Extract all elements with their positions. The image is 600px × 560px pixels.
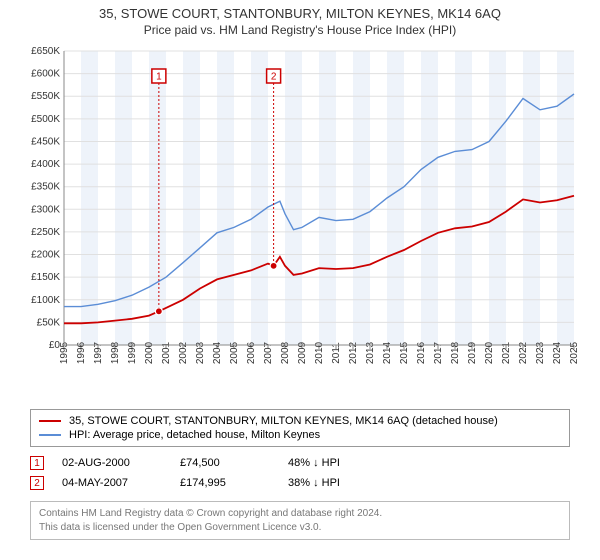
svg-text:£600K: £600K: [31, 69, 60, 80]
sale-badge-1: 1: [30, 456, 44, 470]
legend-swatch-property: [39, 420, 61, 422]
sales-block: 1 02-AUG-2000 £74,500 48% ↓ HPI 2 04-MAY…: [30, 453, 570, 493]
legend-row-property: 35, STOWE COURT, STANTONBURY, MILTON KEY…: [39, 414, 561, 428]
sale-price-2: £174,995: [180, 477, 270, 489]
legend: 35, STOWE COURT, STANTONBURY, MILTON KEY…: [30, 409, 570, 447]
svg-text:£400K: £400K: [31, 159, 60, 170]
chart-area: £0£50K£100K£150K£200K£250K£300K£350K£400…: [20, 43, 580, 403]
svg-text:£200K: £200K: [31, 250, 60, 261]
sale-pct-2: 38% ↓ HPI: [288, 477, 408, 489]
svg-text:£550K: £550K: [31, 91, 60, 102]
svg-text:£450K: £450K: [31, 136, 60, 147]
sale-price-1: £74,500: [180, 457, 270, 469]
svg-text:£500K: £500K: [31, 114, 60, 125]
chart-svg: £0£50K£100K£150K£200K£250K£300K£350K£400…: [20, 43, 580, 403]
sale-row-1: 1 02-AUG-2000 £74,500 48% ↓ HPI: [30, 453, 570, 473]
svg-text:1: 1: [156, 72, 162, 83]
sale-badge-2: 2: [30, 476, 44, 490]
svg-text:£150K: £150K: [31, 272, 60, 283]
svg-text:£100K: £100K: [31, 295, 60, 306]
footer-line1: Contains HM Land Registry data © Crown c…: [39, 507, 561, 521]
legend-label-property: 35, STOWE COURT, STANTONBURY, MILTON KEY…: [69, 415, 498, 427]
svg-text:£300K: £300K: [31, 204, 60, 215]
title-block: 35, STOWE COURT, STANTONBURY, MILTON KEY…: [0, 0, 600, 39]
sale-pct-1: 48% ↓ HPI: [288, 457, 408, 469]
svg-text:£50K: £50K: [37, 317, 61, 328]
footer-line2: This data is licensed under the Open Gov…: [39, 521, 561, 535]
sale-row-2: 2 04-MAY-2007 £174,995 38% ↓ HPI: [30, 473, 570, 493]
sale-date-2: 04-MAY-2007: [62, 477, 162, 489]
title-main: 35, STOWE COURT, STANTONBURY, MILTON KEY…: [0, 6, 600, 21]
legend-row-hpi: HPI: Average price, detached house, Milt…: [39, 428, 561, 442]
legend-swatch-hpi: [39, 434, 61, 436]
svg-text:2: 2: [271, 72, 277, 83]
sale-date-1: 02-AUG-2000: [62, 457, 162, 469]
svg-text:£250K: £250K: [31, 227, 60, 238]
title-sub: Price paid vs. HM Land Registry's House …: [0, 23, 600, 37]
svg-text:£650K: £650K: [31, 46, 60, 57]
svg-text:£350K: £350K: [31, 182, 60, 193]
footer: Contains HM Land Registry data © Crown c…: [30, 501, 570, 540]
legend-label-hpi: HPI: Average price, detached house, Milt…: [69, 429, 320, 441]
